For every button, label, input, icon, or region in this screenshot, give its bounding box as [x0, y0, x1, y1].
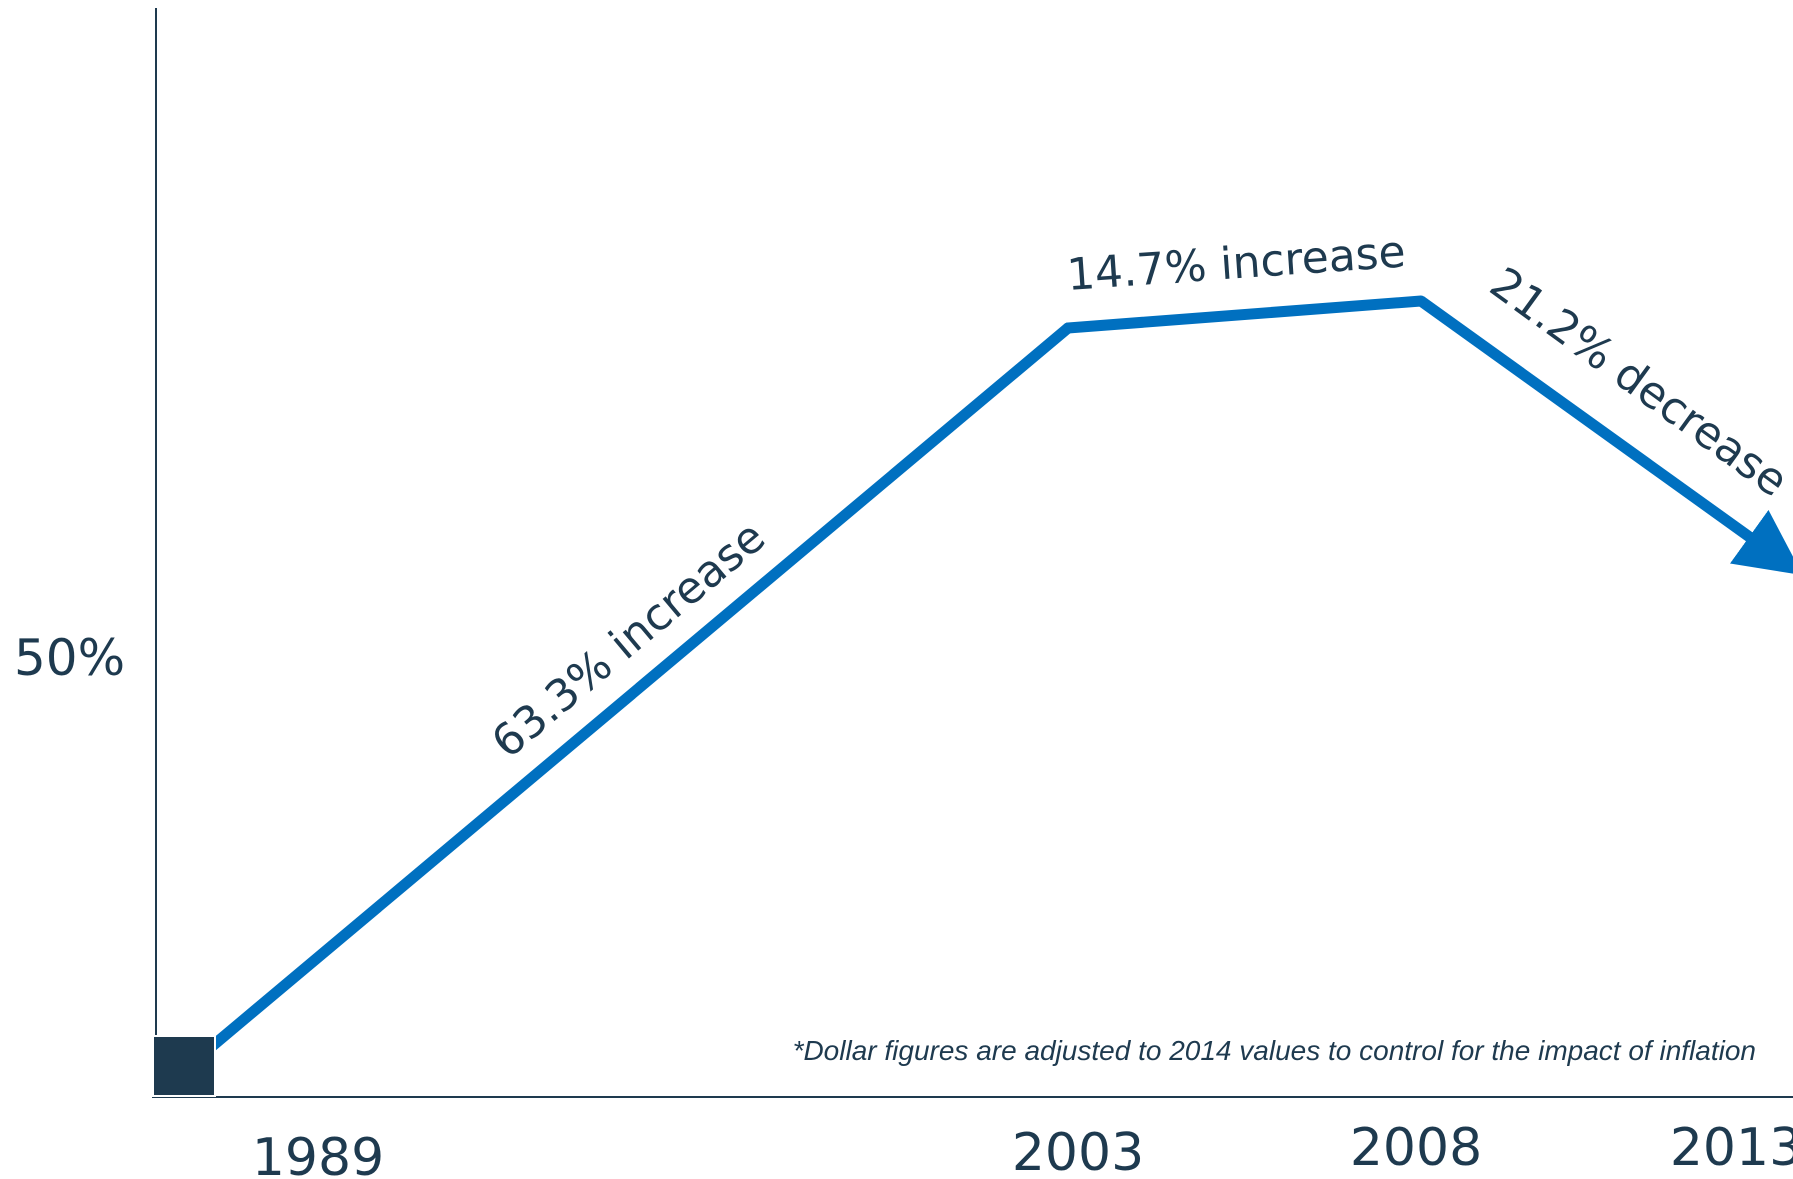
- x-tick-label: 2013: [1670, 1118, 1793, 1178]
- x-tick-label: 2003: [1012, 1123, 1144, 1179]
- data-segment-1: [204, 322, 1074, 1054]
- segment-label-2: 14.7% increase: [1065, 226, 1407, 301]
- x-tick-label: 1989: [252, 1128, 384, 1179]
- footnote: *Dollar figures are adjusted to 2014 val…: [793, 1035, 1756, 1066]
- data-segment-3: [1417, 296, 1793, 576]
- y-axis-label: 50%: [14, 629, 125, 687]
- start-marker: [152, 1035, 216, 1097]
- x-tick-label: 2008: [1350, 1118, 1482, 1178]
- data-segment-2: [1062, 295, 1427, 334]
- segment-label-1: 63.3% increase: [482, 511, 775, 768]
